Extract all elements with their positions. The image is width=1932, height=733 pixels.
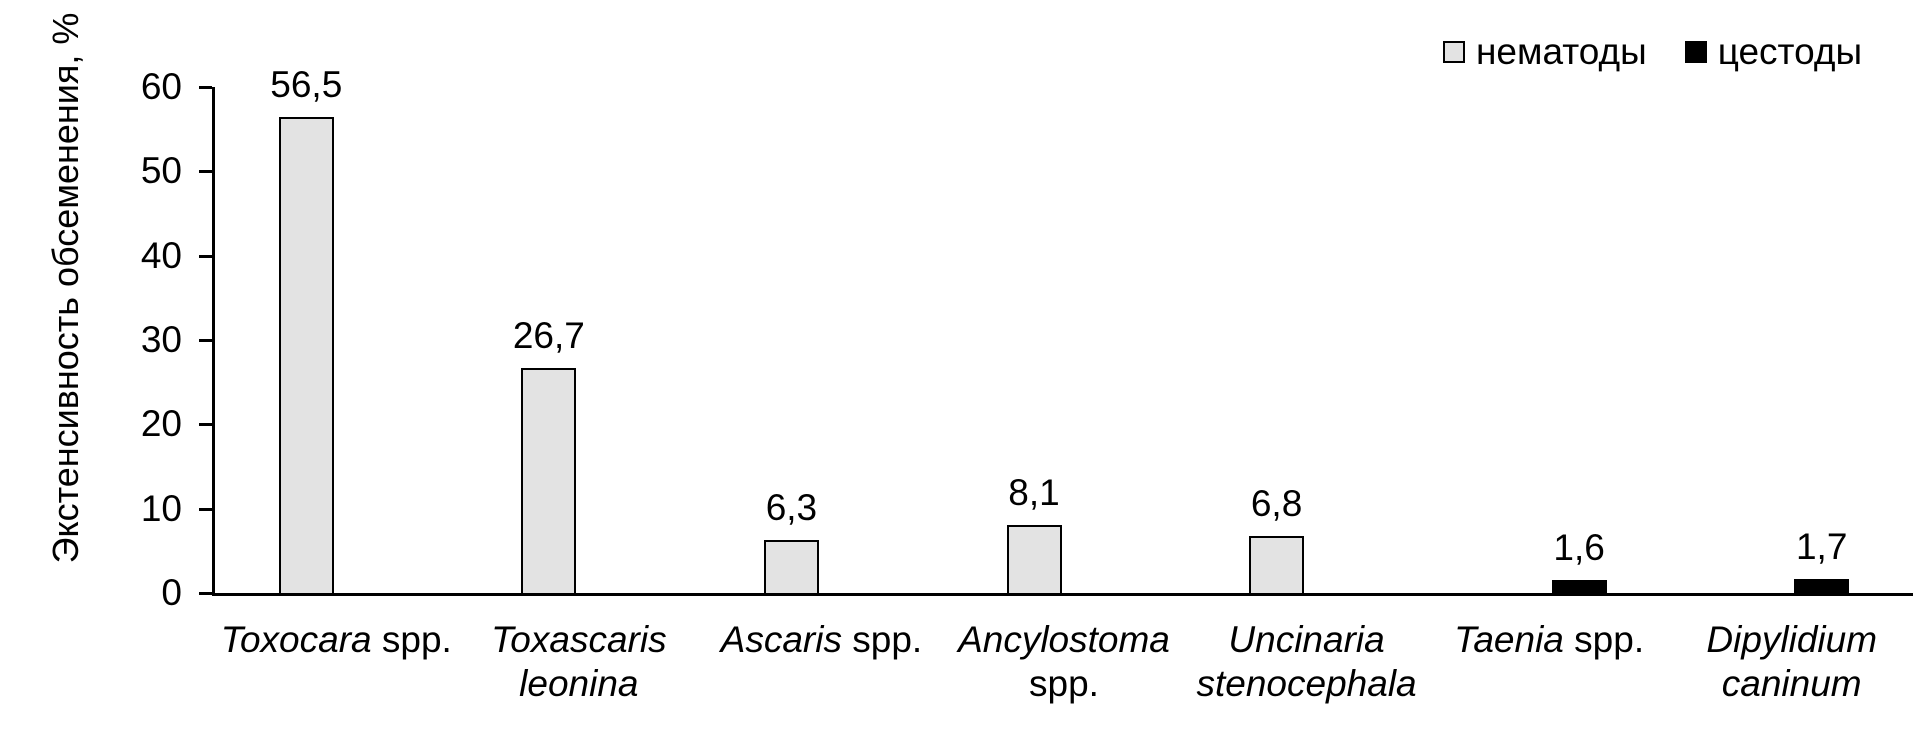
taxon-name: Ascaris: [720, 619, 842, 660]
x-category-label-line: Dipylidium: [1670, 618, 1913, 662]
x-category-label-line: leonina: [458, 662, 701, 706]
x-category-label-line: Uncinaria: [1185, 618, 1428, 662]
bar: [1551, 579, 1607, 595]
y-tick-label: 50: [140, 150, 182, 192]
legend: нематоды цестоды: [1443, 31, 1862, 73]
x-category-label: Dipylidium caninum: [1670, 618, 1913, 706]
taxon-name: Toxascaris: [491, 619, 667, 660]
y-tick-label: 10: [140, 487, 182, 529]
y-tick-label: 0: [161, 572, 182, 613]
bar: [1249, 535, 1305, 595]
x-category-label-line: stenocephala: [1185, 662, 1428, 706]
x-category-label-line: caninum: [1670, 662, 1913, 706]
x-category-label-line: Ascaris spp.: [700, 618, 943, 662]
y-tick: [199, 86, 212, 89]
taxon-suffix: spp.: [371, 619, 452, 660]
bar-value-label: 1,6: [1553, 526, 1605, 568]
taxon-suffix: spp.: [1029, 663, 1099, 704]
x-category-label: Taenia spp.: [1428, 618, 1671, 662]
bar: [521, 367, 577, 595]
x-category-label: Toxascaris leonina: [458, 618, 701, 706]
taxon-suffix: spp.: [841, 619, 923, 660]
taxon-suffix: spp.: [1563, 619, 1645, 660]
legend-label: нематоды: [1476, 31, 1647, 72]
bar-value-label: 26,7: [512, 314, 585, 356]
x-category-label: Toxocara spp.: [215, 618, 458, 662]
x-category-label-line: Taenia spp.: [1428, 618, 1671, 662]
x-category-label-line: spp.: [943, 662, 1186, 706]
y-tick-label: 20: [140, 403, 182, 445]
bar-value-label: 6,8: [1250, 482, 1303, 524]
x-category-label: Ancylostoma spp.: [943, 618, 1186, 706]
taxon-name: Taenia: [1454, 619, 1564, 660]
y-tick: [199, 254, 212, 258]
taxon-name: Uncinaria: [1228, 619, 1385, 660]
x-category-label-line: Toxascaris: [458, 618, 701, 662]
bar-value-label: 1,7: [1795, 525, 1848, 567]
bar-value-label: 6,3: [765, 486, 818, 528]
x-category-label: Uncinaria stenocephala: [1185, 618, 1428, 706]
y-tick: [199, 507, 212, 511]
x-axis-line: [212, 593, 1913, 596]
y-tick-label: 30: [140, 319, 182, 360]
taxon-name: caninum: [1721, 663, 1862, 704]
bar: [763, 539, 819, 595]
bar-value-label: 56,5: [270, 63, 343, 105]
y-tick: [199, 339, 212, 342]
legend-swatch-nematody: [1443, 41, 1465, 63]
legend-label: цестоды: [1717, 31, 1863, 72]
bar-value-label: 8,1: [1008, 471, 1060, 513]
taxon-name: Dipylidium: [1706, 619, 1878, 660]
taxon-name: Ancylostoma: [958, 619, 1170, 660]
y-tick: [199, 592, 212, 595]
legend-swatch-cestody: [1684, 41, 1707, 63]
y-tick-label: 40: [140, 234, 182, 276]
legend-entry: нематоды: [1443, 31, 1647, 73]
bar: [1794, 578, 1850, 595]
x-category-label-line: Toxocara spp.: [215, 618, 458, 662]
bar: [278, 116, 334, 595]
bar: [1006, 524, 1062, 595]
y-axis-line: [212, 87, 215, 596]
taxon-name: leonina: [519, 663, 639, 704]
y-tick: [199, 423, 212, 427]
x-category-label-line: Ancylostoma: [943, 618, 1186, 662]
legend-entry: цестоды: [1684, 31, 1863, 73]
y-tick-label: 60: [140, 66, 182, 107]
taxon-name: stenocephala: [1196, 663, 1417, 704]
x-category-label: Ascaris spp.: [700, 618, 943, 662]
y-tick: [199, 170, 212, 174]
taxon-name: Toxocara: [220, 619, 372, 660]
